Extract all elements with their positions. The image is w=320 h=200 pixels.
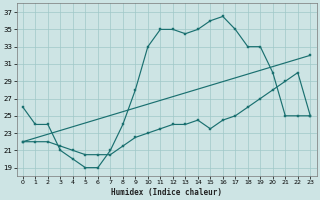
X-axis label: Humidex (Indice chaleur): Humidex (Indice chaleur) — [111, 188, 222, 197]
